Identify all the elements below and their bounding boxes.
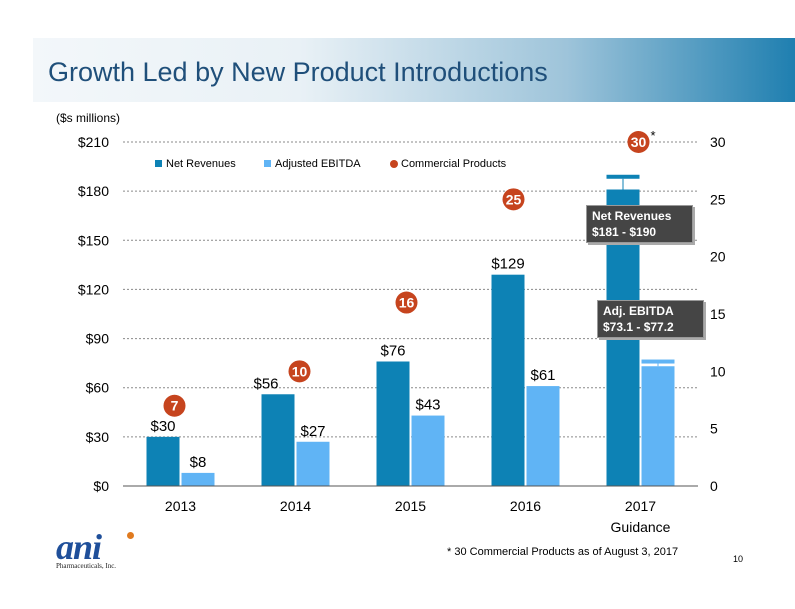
y-right-tick-label: 25 bbox=[710, 191, 726, 207]
y-left-tick-label: $30 bbox=[86, 429, 110, 445]
net-revenues-value-label: $76 bbox=[380, 343, 405, 360]
company-logo: ani Pharmaceuticals, Inc. bbox=[48, 527, 148, 570]
net-revenues-guidance-callout: Net Revenues $181 - $190 bbox=[586, 205, 693, 243]
y-left-tick-label: $120 bbox=[78, 281, 109, 297]
commercial-products-marker bbox=[502, 188, 525, 211]
callout-ebitda-range: $73.1 - $77.2 bbox=[603, 320, 674, 334]
logo-subtitle: Pharmaceuticals, Inc. bbox=[56, 562, 117, 570]
legend-label: Net Revenues bbox=[166, 158, 236, 170]
y-left-tick-label: $180 bbox=[78, 183, 109, 199]
units-label: ($s millions) bbox=[56, 111, 121, 125]
net-revenues-value-label: $30 bbox=[150, 418, 175, 435]
x-tick-label: 2013 bbox=[165, 498, 196, 514]
ebitda-guidance-callout: Adj. EBITDA $73.1 - $77.2 bbox=[597, 300, 704, 338]
adjusted-ebitda-bar bbox=[526, 386, 560, 486]
commercial-products-value-label: 10 bbox=[292, 363, 308, 379]
y-left-tick-label: $0 bbox=[93, 478, 109, 494]
y-left-tick-label: $90 bbox=[86, 331, 110, 347]
commercial-products-value-label: 7 bbox=[171, 398, 179, 414]
y-right-tick-label: 30 bbox=[710, 134, 726, 150]
axes: $0 $30 $60 $90 $120 $150 $180 $210 0 5 10 15 20 25 30 2… bbox=[78, 134, 726, 535]
legend-label: Commercial Products bbox=[401, 158, 507, 170]
page-title: Growth Led by New Product Introductions bbox=[48, 57, 548, 87]
y-right-tick-label: 0 bbox=[710, 478, 718, 494]
x-tick-label: 2016 bbox=[510, 498, 541, 514]
commercial-products-footnote-marker: * bbox=[651, 128, 656, 143]
net-revenues-bar bbox=[491, 274, 525, 486]
logo-dot bbox=[127, 532, 134, 539]
data-labels: $30 $8 7 $56 $27 10 $76 $43 16 $129 $61 25 30 * bbox=[150, 128, 655, 471]
legend[interactable]: Net Revenues Adjusted EBITDA Commercial Pr… bbox=[155, 158, 507, 170]
title-band bbox=[33, 38, 795, 102]
logo-wordmark: ani bbox=[56, 527, 102, 567]
adjusted-ebitda-value-label: $8 bbox=[190, 454, 207, 471]
adjusted-ebitda-value-label: $43 bbox=[415, 397, 440, 414]
y-right-tick-label: 10 bbox=[710, 363, 726, 379]
net-revenues-bar bbox=[261, 394, 295, 486]
legend-item[interactable]: Adjusted EBITDA bbox=[264, 158, 361, 170]
commercial-products-marker bbox=[395, 291, 418, 314]
net-revenues-bar bbox=[376, 361, 410, 486]
commercial-products-marker bbox=[163, 394, 186, 417]
x-tick-sublabel: Guidance bbox=[611, 519, 671, 535]
legend-label: Adjusted EBITDA bbox=[275, 158, 361, 170]
commercial-products-marker bbox=[627, 131, 650, 153]
legend-swatch bbox=[264, 160, 271, 167]
adjusted-ebitda-bar bbox=[181, 472, 215, 486]
x-tick-label: 2014 bbox=[280, 498, 311, 514]
guidance-range-cap bbox=[606, 174, 640, 179]
y-right-tick-label: 20 bbox=[710, 249, 726, 265]
adjusted-ebitda-bar bbox=[296, 441, 330, 486]
x-tick-label: 2015 bbox=[395, 498, 426, 514]
page-number: 10 bbox=[733, 554, 744, 564]
commercial-products-marker bbox=[288, 360, 311, 383]
net-revenues-value-label: $56 bbox=[253, 375, 278, 392]
legend-swatch bbox=[155, 160, 162, 167]
adjusted-ebitda-value-label: $61 bbox=[530, 367, 555, 384]
net-revenues-bar bbox=[146, 436, 180, 486]
y-left-tick-label: $60 bbox=[86, 380, 110, 396]
net-revenues-value-label: $129 bbox=[491, 256, 524, 273]
y-left-tick-label: $210 bbox=[78, 134, 109, 150]
adjusted-ebitda-value-label: $27 bbox=[300, 423, 325, 440]
footnote: * 30 Commercial Products as of August 3,… bbox=[447, 546, 679, 558]
adjusted-ebitda-bar bbox=[641, 366, 675, 486]
y-right-tick-label: 15 bbox=[710, 306, 726, 322]
adjusted-ebitda-bar bbox=[411, 415, 445, 486]
legend-item[interactable]: Net Revenues bbox=[155, 158, 236, 170]
legend-swatch bbox=[390, 160, 398, 168]
callout-revenue-range: $181 - $190 bbox=[592, 225, 657, 239]
legend-item[interactable]: Commercial Products bbox=[390, 158, 507, 170]
callout-ebitda-title: Adj. EBITDA bbox=[603, 304, 674, 318]
commercial-products-value-label: 30 bbox=[631, 134, 647, 150]
commercial-products-value-label: 16 bbox=[399, 295, 415, 311]
x-tick-label: 2017 bbox=[625, 498, 656, 514]
guidance-range-cap bbox=[641, 359, 675, 364]
callout-revenue-title: Net Revenues bbox=[592, 209, 672, 223]
y-left-tick-label: $150 bbox=[78, 232, 109, 248]
y-right-tick-label: 5 bbox=[710, 421, 718, 437]
commercial-products-value-label: 25 bbox=[506, 191, 522, 207]
